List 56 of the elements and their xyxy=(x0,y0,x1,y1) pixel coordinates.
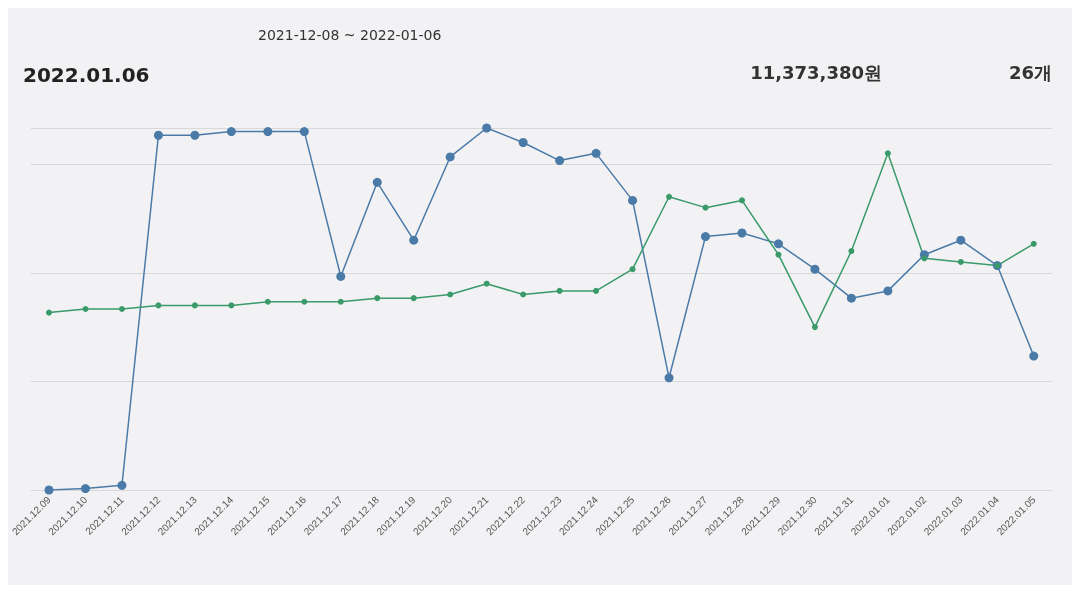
point xyxy=(80,484,90,494)
point xyxy=(190,130,200,140)
point xyxy=(628,195,638,205)
point xyxy=(811,324,818,331)
point xyxy=(848,248,855,255)
point xyxy=(846,293,856,303)
point xyxy=(737,228,747,238)
point xyxy=(775,251,782,258)
point xyxy=(593,287,600,294)
point xyxy=(447,291,454,298)
point xyxy=(1029,351,1039,361)
point xyxy=(118,306,125,312)
point xyxy=(336,271,346,281)
point xyxy=(701,232,711,242)
point xyxy=(117,480,127,490)
text: 2021-12-08 ~ 2022-01-06 xyxy=(258,27,442,43)
point xyxy=(155,302,162,309)
point xyxy=(883,286,893,296)
point xyxy=(372,177,382,187)
point xyxy=(810,264,820,274)
point xyxy=(555,156,565,166)
point xyxy=(518,137,528,147)
point xyxy=(46,309,52,316)
point xyxy=(556,287,563,294)
point xyxy=(410,295,417,302)
point xyxy=(738,197,745,204)
point xyxy=(666,193,673,200)
point xyxy=(957,258,964,265)
point xyxy=(44,485,54,495)
point xyxy=(921,255,928,262)
point xyxy=(153,130,163,140)
point xyxy=(445,152,455,162)
point xyxy=(629,266,636,273)
point xyxy=(263,127,273,137)
point xyxy=(228,302,235,309)
point xyxy=(264,298,271,305)
point xyxy=(482,123,492,133)
point xyxy=(82,306,89,312)
point xyxy=(956,235,966,245)
point xyxy=(884,150,891,157)
point xyxy=(299,127,309,137)
chart-title: 2022.01.06 xyxy=(23,63,150,87)
text: 26개 xyxy=(1008,61,1053,83)
point xyxy=(226,127,236,137)
point xyxy=(191,302,198,309)
point xyxy=(773,239,783,249)
point xyxy=(520,291,527,298)
point xyxy=(1030,240,1037,247)
point xyxy=(483,280,490,287)
point xyxy=(664,373,674,383)
point xyxy=(374,295,381,302)
point xyxy=(337,298,344,305)
point xyxy=(409,235,419,245)
point xyxy=(301,298,308,305)
text: 11,373,380원 xyxy=(750,61,882,83)
point xyxy=(591,148,601,158)
